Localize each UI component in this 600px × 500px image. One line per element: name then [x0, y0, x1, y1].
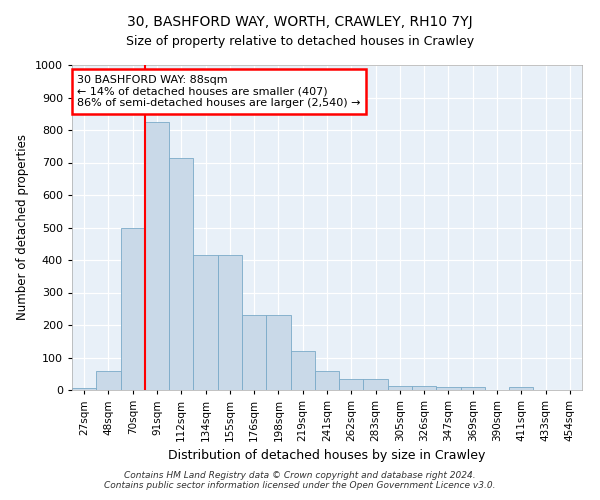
X-axis label: Distribution of detached houses by size in Crawley: Distribution of detached houses by size … — [169, 450, 485, 462]
Bar — [290, 351, 315, 390]
Bar — [72, 388, 96, 390]
Bar — [96, 370, 121, 390]
Bar — [364, 378, 388, 390]
Bar — [412, 386, 436, 390]
Y-axis label: Number of detached properties: Number of detached properties — [16, 134, 29, 320]
Text: 30 BASHFORD WAY: 88sqm
← 14% of detached houses are smaller (407)
86% of semi-de: 30 BASHFORD WAY: 88sqm ← 14% of detached… — [77, 74, 361, 108]
Text: Size of property relative to detached houses in Crawley: Size of property relative to detached ho… — [126, 35, 474, 48]
Bar — [266, 316, 290, 390]
Bar — [509, 387, 533, 390]
Text: Contains HM Land Registry data © Crown copyright and database right 2024.
Contai: Contains HM Land Registry data © Crown c… — [104, 470, 496, 490]
Bar — [193, 255, 218, 390]
Bar — [388, 386, 412, 390]
Bar — [461, 387, 485, 390]
Bar — [169, 158, 193, 390]
Bar — [242, 316, 266, 390]
Bar — [121, 228, 145, 390]
Bar — [315, 371, 339, 390]
Bar — [436, 387, 461, 390]
Bar — [218, 255, 242, 390]
Bar — [339, 378, 364, 390]
Text: 30, BASHFORD WAY, WORTH, CRAWLEY, RH10 7YJ: 30, BASHFORD WAY, WORTH, CRAWLEY, RH10 7… — [127, 15, 473, 29]
Bar — [145, 122, 169, 390]
